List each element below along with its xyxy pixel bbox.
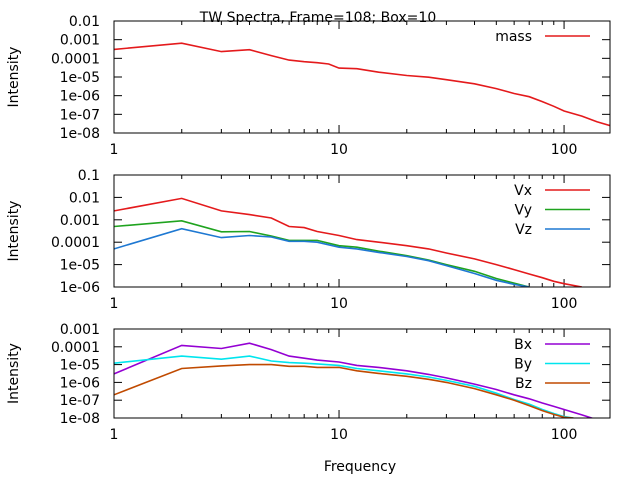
panel-1: 1 10 100 0.01 0.001 0.0001 1e-05 1e-06 1e-07 1e-0… [6, 14, 611, 158]
y-tick-label: 1e-07 [60, 107, 100, 123]
y-tick-label: 0.1 [78, 168, 100, 184]
series-line-vz [114, 227, 530, 287]
chart-panels: 1 10 1000.010.0010.00011e-051e-061e-071e-0… [6, 14, 611, 443]
x-tick-label: 10 [330, 142, 348, 158]
x-axis-label: Frequency [324, 459, 396, 475]
y-tick-label: 1e-06 [60, 89, 100, 105]
x-tick-label: 10 [330, 296, 348, 312]
series-line-mass [114, 42, 610, 127]
x-tick-label: 100 [551, 142, 578, 158]
y-axis-label: Intensity [6, 47, 22, 108]
y-tick-label: 1e-08 [60, 411, 100, 427]
y-tick-label: 1e-05 [60, 70, 100, 86]
series-line-vx [114, 197, 583, 287]
y-tick-label: 1e-06 [60, 280, 100, 296]
series-line-vy [114, 219, 530, 287]
x-tick-label: 100 [551, 427, 578, 443]
chart-title: TW Spectra, Frame=108; Box=10 [199, 10, 436, 26]
y-tick-label: 0.001 [60, 322, 100, 338]
x-tick-label: 10 [330, 427, 348, 443]
panel-frame [113, 20, 611, 134]
y-tick-label: 0.0001 [51, 340, 100, 356]
y-tick-label: 1e-06 [60, 375, 100, 391]
legend-label-vz: Vz [515, 222, 532, 238]
y-tick-label: 0.01 [69, 14, 100, 30]
legend-label-by: By [514, 357, 532, 373]
legend-label-mass: mass [495, 29, 532, 45]
y-tick-label: 1e-05 [60, 258, 100, 274]
panel-frame [113, 174, 611, 288]
series-line-by [114, 355, 574, 418]
y-tick-label: 0.01 [69, 190, 100, 206]
series-line-bz [114, 363, 574, 418]
legend-label-vx: Vx [514, 183, 532, 199]
y-tick-label: 0.001 [60, 33, 100, 49]
y-tick-label: 0.0001 [51, 235, 100, 251]
series-line-bx [114, 342, 595, 418]
y-tick-label: 1e-07 [60, 393, 100, 409]
x-tick-label: 1 [110, 296, 119, 312]
legend-label-bz: Bz [515, 376, 532, 392]
y-tick-label: 0.001 [60, 213, 100, 229]
y-tick-label: 1e-08 [60, 126, 100, 142]
x-tick-label: 1 [110, 427, 119, 443]
x-tick-label: 100 [551, 296, 578, 312]
y-axis-label: Intensity [6, 343, 22, 404]
panel-2: 1 10 100 0.1 0.01 0.001 0.0001 1e-05 1e-06 Intens… [6, 168, 611, 312]
y-tick-label: 0.0001 [51, 51, 100, 67]
legend-label-vy: Vy [515, 203, 533, 219]
x-tick-label: 1 [110, 142, 119, 158]
panel-frame [113, 328, 611, 419]
y-tick-label: 1e-05 [60, 358, 100, 374]
legend-label-bx: Bx [514, 337, 532, 353]
y-axis-label: Intensity [6, 201, 22, 262]
